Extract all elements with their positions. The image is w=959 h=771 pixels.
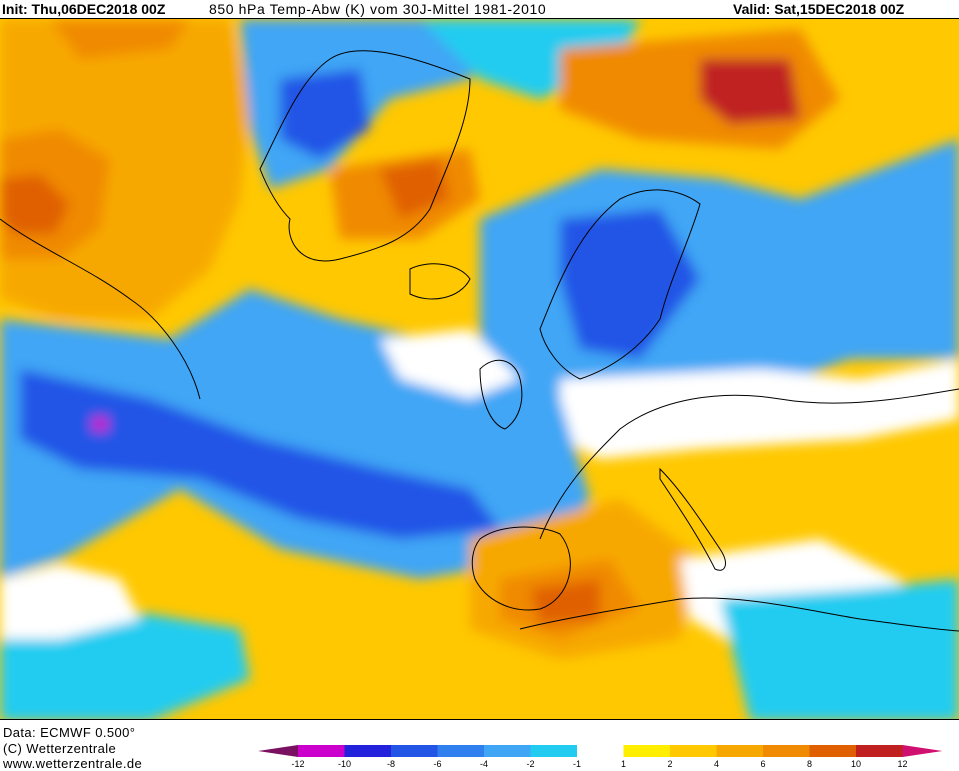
coastline-north-africa [519,597,959,632]
coastline-british-isles [479,359,523,430]
legend-swatch [344,745,391,757]
legend-swatch [670,745,717,757]
init-time-label: Init: Thu,06DEC2018 00Z [2,1,166,17]
legend-swatch [809,745,856,757]
legend-swatch [763,745,810,757]
legend-swatch [437,745,484,757]
legend-tick-label: -4 [480,759,488,769]
legend-tick-label: -8 [387,759,395,769]
footer-bar: Data: ECMWF 0.500° (C) Wetterzentrale ww… [0,720,959,771]
hot-zone-top-left [50,19,190,59]
website-link[interactable]: www.wetterzentrale.de [3,756,143,771]
cool-zone-arctic [420,19,640,99]
neutral-zone-central-europe [560,359,959,459]
legend-swatch [298,745,345,757]
very-cold-zone-scandinavia [560,209,700,359]
legend-tick-label: 6 [760,759,765,769]
coastline-iberia [471,526,571,611]
extreme-zone-barents [700,59,800,124]
legend-tick-label: 1 [621,759,626,769]
very-cold-zone-atlantic [20,369,500,539]
coastlines [0,50,959,632]
legend-tick-label: 10 [851,759,861,769]
legend-swatch [577,745,624,757]
header-bar: Init: Thu,06DEC2018 00Z 850 hPa Temp-Abw… [0,0,959,18]
coastline-north-america [0,218,201,400]
coastline-iceland [409,263,471,300]
extreme-zone-canada [0,174,70,234]
coastline-greenland [259,50,471,262]
neutral-zone-south-atlantic [0,564,140,639]
coastline-continental-europe [539,388,959,540]
legend-tick-label: 2 [667,759,672,769]
map-title: 850 hPa Temp-Abw (K) vom 30J-Mittel 1981… [209,1,547,17]
legend-tick-label: -12 [291,759,304,769]
color-legend: -12 -10 -8 -6 -4 -2 -1 1 2 4 6 8 10 12 [258,745,943,769]
legend-tick-label: 12 [897,759,907,769]
very-hot-zone-atlas [530,579,600,624]
legend-tick-label: -10 [338,759,351,769]
legend-tick-label: -2 [526,759,534,769]
legend-tick-label: -6 [433,759,441,769]
legend-high-arrow [902,745,943,757]
legend-swatch [623,745,670,757]
strong-cold-spot-atlantic [92,417,108,431]
legend-tick-label: 8 [807,759,812,769]
valid-time-label: Valid: Sat,15DEC2018 00Z [733,1,905,17]
coastline-scandinavia [539,189,701,380]
legend-tick-label: 4 [714,759,719,769]
copyright-label: (C) Wetterzentrale [3,741,117,756]
map-canvas [0,19,959,719]
cool-zone-middle-east [720,579,959,719]
temperature-anomaly-map [0,18,959,720]
legend-low-arrow [258,745,298,757]
legend-swatch [484,745,531,757]
legend-swatch [391,745,438,757]
legend-tick-label: -1 [573,759,581,769]
very-cold-zone-greenland [280,69,370,159]
legend-swatch [856,745,903,757]
data-source-label: Data: ECMWF 0.500° [3,725,136,740]
coastline-italy [659,467,726,571]
legend-swatch [530,745,577,757]
anomaly-field [0,19,959,719]
legend-swatch [716,745,763,757]
neutral-zone-north-atlantic [380,329,520,399]
